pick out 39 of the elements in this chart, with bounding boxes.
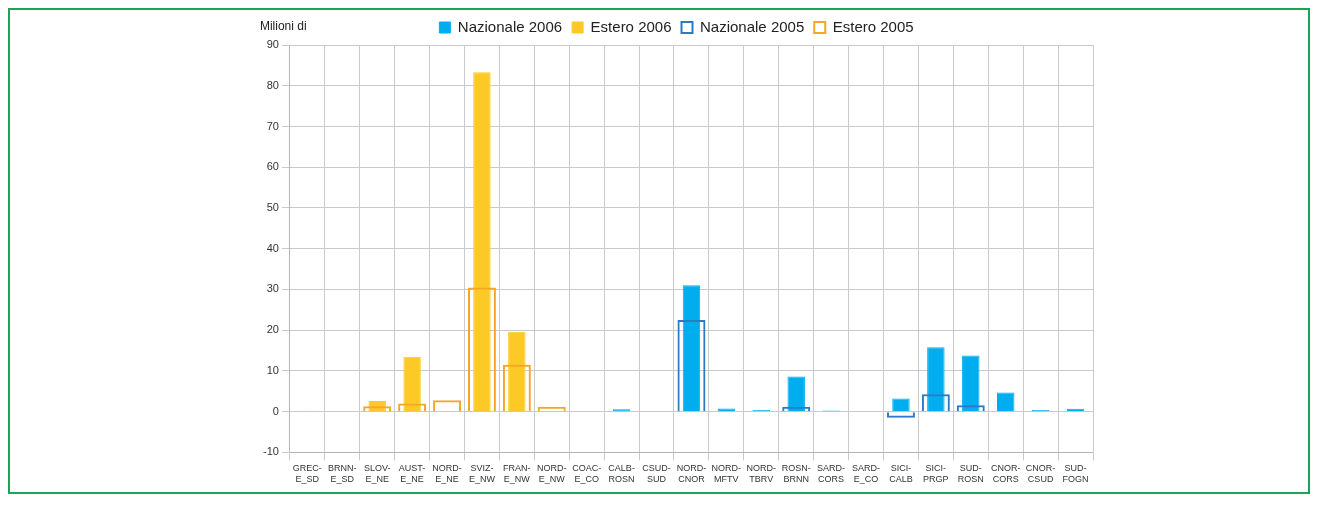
x-tick-label: BRNN-E_SD xyxy=(328,463,357,485)
x-tick-label: FRAN-E_NW xyxy=(503,463,531,485)
legend-label: Estero 2005 xyxy=(832,17,914,35)
x-tick-label: ROSN-BRNN xyxy=(781,463,811,485)
x-tick-label: NORD-MFTV xyxy=(711,463,742,485)
legend-label: Nazionale 2006 xyxy=(457,17,563,35)
x-tick-label: COAC-E_CO xyxy=(572,463,602,485)
x-tick-label: CALB-ROSN xyxy=(608,463,635,485)
y-axis-title: Milioni di xyxy=(259,19,307,34)
x-tick-label: SARD-CORS xyxy=(817,463,846,485)
x-tick-label: SICI-CALB xyxy=(889,463,913,485)
y-tick-label: 50 xyxy=(266,200,279,213)
y-tick-label: 80 xyxy=(266,78,279,91)
x-tick-label: GREC-E_SD xyxy=(292,463,322,485)
y-tick-label: 10 xyxy=(266,363,279,376)
x-tick-label: NORD-TBRV xyxy=(746,463,777,485)
x-tick-label: SICI-PRGP xyxy=(923,463,949,485)
y-tick-label: -10 xyxy=(262,445,279,458)
y-tick-label: 20 xyxy=(266,323,279,336)
y-tick-label: 0 xyxy=(272,404,279,417)
x-tick-label: AUST-E_NE xyxy=(398,463,426,485)
y-tick-label: 70 xyxy=(266,119,279,132)
y-tick-label: 90 xyxy=(266,38,279,51)
x-tick-label: CNOR-CSUD xyxy=(1025,463,1056,485)
legend-label: Nazionale 2005 xyxy=(700,17,805,35)
y-tick-label: 60 xyxy=(266,160,279,173)
x-tick-label: NORD-E_NE xyxy=(432,463,462,485)
y-tick-label: 40 xyxy=(266,241,279,254)
x-tick-label: SLOV-E_NE xyxy=(363,463,391,485)
x-tick-label: SUD-FOGN xyxy=(1062,463,1089,485)
x-tick-label: CNOR-CORS xyxy=(990,463,1021,485)
x-tick-label: SUD-ROSN xyxy=(957,463,984,485)
x-tick-label: SARD-E_CO xyxy=(852,463,881,485)
legend-label: Estero 2006 xyxy=(590,17,672,35)
x-tick-label: NORD-E_NW xyxy=(537,463,567,485)
x-tick-label: SVIZ-E_NW xyxy=(468,463,496,485)
x-tick-label: CSUD-SUD xyxy=(642,463,671,485)
x-tick-label: NORD-CNOR xyxy=(676,463,707,485)
y-tick-label: 30 xyxy=(266,282,279,295)
